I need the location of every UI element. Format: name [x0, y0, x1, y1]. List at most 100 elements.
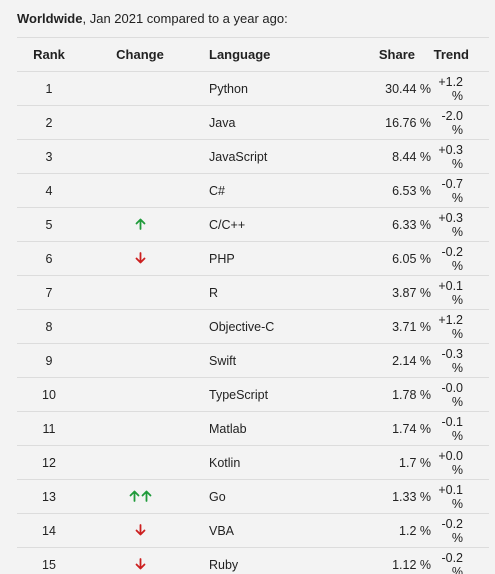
share-cell: 1.74 % [335, 411, 433, 446]
change-cell [81, 309, 199, 344]
trend-cell: -0.2 % [433, 513, 489, 548]
trend-cell: +0.1 % [433, 275, 489, 310]
language-cell: Kotlin [199, 445, 335, 480]
rank-cell: 7 [17, 275, 81, 310]
table-row: 2 Java 16.76 % -2.0 % [17, 105, 489, 140]
share-cell: 6.05 % [335, 241, 433, 276]
arrow-down-icon [135, 557, 145, 569]
change-cell [81, 377, 199, 412]
table-row: 14 VBA 1.2 % -0.2 % [17, 513, 489, 548]
table-row: 3 JavaScript 8.44 % +0.3 % [17, 139, 489, 174]
table-row: 4 C# 6.53 % -0.7 % [17, 173, 489, 208]
language-cell: TypeScript [199, 377, 335, 412]
change-cell [81, 139, 199, 174]
arrow-down-icon [135, 523, 145, 535]
share-cell: 2.14 % [335, 343, 433, 378]
rank-cell: 2 [17, 105, 81, 140]
language-cell: Objective-C [199, 309, 335, 344]
language-cell: C/C++ [199, 207, 335, 242]
trend-cell: -0.1 % [433, 411, 489, 446]
caption-text: , Jan 2021 compared to a year ago: [82, 11, 288, 26]
trend-cell: -0.7 % [433, 173, 489, 208]
rank-cell: 10 [17, 377, 81, 412]
trend-cell: -0.2 % [433, 547, 489, 574]
table-caption: Worldwide, Jan 2021 compared to a year a… [17, 11, 288, 26]
column-header-change: Change [81, 37, 199, 72]
table-row: 10 TypeScript 1.78 % -0.0 % [17, 377, 489, 412]
share-cell: 30.44 % [335, 71, 433, 106]
share-cell: 1.7 % [335, 445, 433, 480]
rank-cell: 11 [17, 411, 81, 446]
language-cell: Python [199, 71, 335, 106]
table-row: 7 R 3.87 % +0.1 % [17, 275, 489, 310]
share-cell: 1.78 % [335, 377, 433, 412]
language-cell: Java [199, 105, 335, 140]
trend-cell: +1.2 % [433, 71, 489, 106]
share-cell: 1.12 % [335, 547, 433, 574]
caption-region: Worldwide [17, 11, 83, 26]
language-cell: Go [199, 479, 335, 514]
trend-cell: -0.2 % [433, 241, 489, 276]
table-row: 13 Go 1.33 % +0.1 % [17, 479, 489, 514]
table-row: 8 Objective-C 3.71 % +1.2 % [17, 309, 489, 344]
language-cell: Ruby [199, 547, 335, 574]
change-cell [81, 479, 199, 514]
language-cell: JavaScript [199, 139, 335, 174]
share-cell: 3.71 % [335, 309, 433, 344]
table-row: 1 Python 30.44 % +1.2 % [17, 71, 489, 106]
language-cell: Matlab [199, 411, 335, 446]
rank-cell: 6 [17, 241, 81, 276]
trend-cell: -0.3 % [433, 343, 489, 378]
arrow-down-icon [135, 251, 145, 263]
language-cell: Swift [199, 343, 335, 378]
change-cell [81, 207, 199, 242]
table-row: 15 Ruby 1.12 % -0.2 % [17, 547, 489, 574]
share-cell: 6.53 % [335, 173, 433, 208]
column-header-rank: Rank [17, 37, 81, 72]
rank-cell: 3 [17, 139, 81, 174]
column-header-language: Language [199, 37, 335, 72]
table-body: 1 Python 30.44 % +1.2 % 2 Java 16.76 % -2.0 % 3 J… [17, 71, 489, 574]
table-row: 9 Swift 2.14 % -0.3 % [17, 343, 489, 378]
rank-cell: 9 [17, 343, 81, 378]
language-cell: C# [199, 173, 335, 208]
change-cell [81, 105, 199, 140]
rank-cell: 8 [17, 309, 81, 344]
trend-cell: +0.3 % [433, 207, 489, 242]
share-cell: 16.76 % [335, 105, 433, 140]
trend-cell: -0.0 % [433, 377, 489, 412]
rank-cell: 5 [17, 207, 81, 242]
change-cell [81, 343, 199, 378]
change-cell [81, 445, 199, 480]
language-cell: VBA [199, 513, 335, 548]
table-header-row: Rank Change Language Share Trend [17, 37, 489, 72]
column-header-trend: Trend [433, 37, 489, 72]
share-cell: 8.44 % [335, 139, 433, 174]
rank-cell: 4 [17, 173, 81, 208]
language-cell: PHP [199, 241, 335, 276]
table-row: 5 C/C++ 6.33 % +0.3 % [17, 207, 489, 242]
trend-cell: +1.2 % [433, 309, 489, 344]
share-cell: 1.33 % [335, 479, 433, 514]
change-cell [81, 275, 199, 310]
table-row: 11 Matlab 1.74 % -0.1 % [17, 411, 489, 446]
share-cell: 6.33 % [335, 207, 433, 242]
rank-cell: 1 [17, 71, 81, 106]
trend-cell: -2.0 % [433, 105, 489, 140]
change-cell [81, 71, 199, 106]
arrow-up-icon [141, 490, 151, 502]
share-cell: 3.87 % [335, 275, 433, 310]
change-cell [81, 547, 199, 574]
language-ranking-table: Rank Change Language Share Trend 1 Python… [17, 37, 489, 574]
table-row: 12 Kotlin 1.7 % +0.0 % [17, 445, 489, 480]
change-cell [81, 411, 199, 446]
language-cell: R [199, 275, 335, 310]
change-cell [81, 241, 199, 276]
rank-cell: 13 [17, 479, 81, 514]
trend-cell: +0.3 % [433, 139, 489, 174]
column-header-share: Share [335, 37, 433, 72]
table-row: 6 PHP 6.05 % -0.2 % [17, 241, 489, 276]
trend-cell: +0.1 % [433, 479, 489, 514]
rank-cell: 14 [17, 513, 81, 548]
